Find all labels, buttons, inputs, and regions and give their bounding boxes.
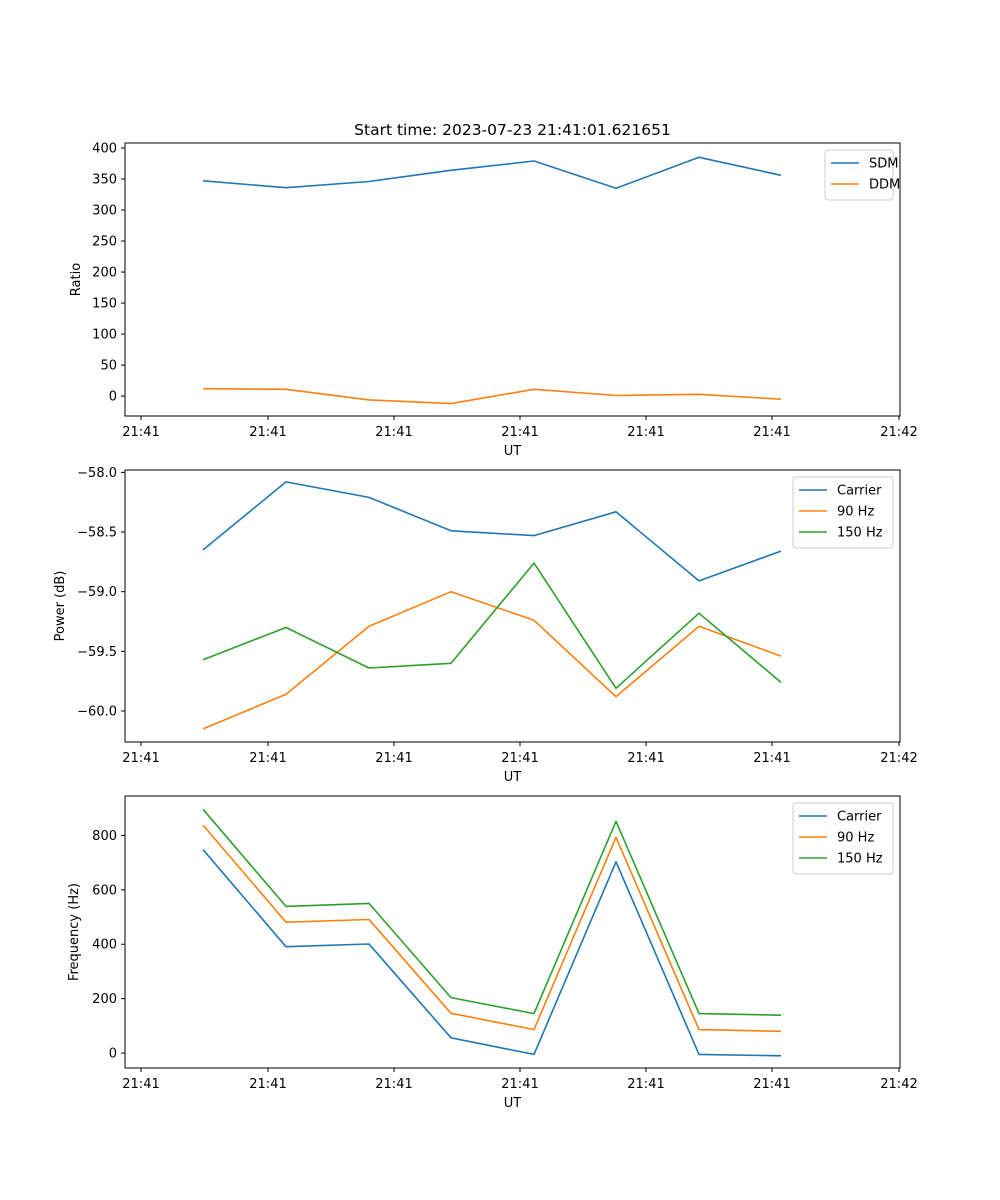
plot-frame [124, 795, 901, 1069]
x-axis-label: UT [504, 770, 522, 785]
series-line-carrier [202, 849, 782, 1057]
y-tick-label: 350 [92, 172, 117, 187]
x-tick-label: 21:41 [501, 1077, 538, 1092]
chart-panel-3: 21:41 21:41 21:41 21:41 21:41 21:41 21:42 UT 0 20… [67, 795, 918, 1111]
y-tick-label: 400 [92, 141, 117, 156]
y-tick-label: 100 [92, 328, 117, 343]
legend-label: 150 Hz [837, 852, 883, 867]
chart-title: Start time: 2023-07-23 21:41:01.621651 [354, 121, 671, 139]
x-tick-label: 21:41 [627, 425, 664, 440]
legend-label: Carrier [837, 810, 882, 825]
legend: SDM DDM [824, 149, 900, 201]
series-line-150-hz [202, 562, 782, 690]
y-axis-label: Ratio [69, 263, 84, 296]
x-tick-label: 21:42 [880, 751, 917, 766]
x-tick-label: 21:41 [375, 751, 412, 766]
legend-label: SDM [869, 157, 898, 172]
series-line-150-hz [202, 808, 782, 1016]
series-line-sdm [202, 156, 782, 190]
x-tick-label: 21:41 [249, 751, 286, 766]
series-line-90-hz [202, 590, 782, 730]
series-line-90-hz [202, 824, 782, 1033]
x-tick-label: 21:41 [753, 425, 790, 440]
x-tick-label: 21:42 [880, 425, 917, 440]
y-tick-label: 50 [100, 359, 117, 374]
legend-box [792, 802, 894, 875]
legend-label: 90 Hz [837, 505, 874, 520]
x-tick-label: 21:41 [249, 1077, 286, 1092]
x-tick-label: 21:41 [375, 425, 412, 440]
x-tick-label: 21:41 [501, 425, 538, 440]
x-tick-label: 21:41 [501, 751, 538, 766]
y-tick-label: 400 [92, 938, 117, 953]
x-tick-label: 21:41 [375, 1077, 412, 1092]
y-tick-label: −58.0 [77, 466, 117, 481]
plot-frame [124, 142, 901, 417]
legend-label: Carrier [837, 484, 882, 499]
legend-box [792, 476, 894, 549]
x-tick-label: 21:41 [122, 751, 159, 766]
legend: Carrier 90 Hz 150 Hz [792, 476, 894, 549]
legend-label: DDM [869, 178, 900, 193]
plot-frame [124, 469, 901, 743]
x-tick-label: 21:41 [122, 425, 159, 440]
y-tick-label: −59.0 [77, 585, 117, 600]
x-tick-label: 21:42 [880, 1077, 917, 1092]
y-tick-label: −59.5 [77, 645, 117, 660]
y-tick-label: 200 [92, 266, 117, 281]
x-tick-label: 21:41 [627, 1077, 664, 1092]
y-tick-label: 800 [92, 829, 117, 844]
y-tick-label: 150 [92, 297, 117, 312]
y-tick-label: −58.5 [77, 526, 117, 541]
series-line-carrier [202, 481, 782, 582]
y-axis-label: Frequency (Hz) [67, 883, 82, 981]
y-tick-label: 600 [92, 883, 117, 898]
legend-label: 90 Hz [837, 831, 874, 846]
x-axis-label: UT [504, 1096, 522, 1111]
x-tick-label: 21:41 [753, 1077, 790, 1092]
legend-label: 150 Hz [837, 526, 883, 541]
legend: Carrier 90 Hz 150 Hz [792, 802, 894, 875]
y-tick-label: 300 [92, 204, 117, 219]
x-tick-label: 21:41 [627, 751, 664, 766]
series-line-ddm [202, 387, 782, 405]
chart-panel-2: 21:41 21:41 21:41 21:41 21:41 21:41 21:42 UT −58… [53, 466, 918, 785]
y-tick-label: 200 [92, 992, 117, 1007]
y-tick-label: 0 [109, 1047, 117, 1062]
y-axis-label: Power (dB) [53, 571, 68, 642]
y-tick-label: −60.0 [77, 704, 117, 719]
x-axis-label: UT [504, 444, 522, 459]
chart-panel-1: Start time: 2023-07-23 21:41:01.621651 21… [69, 121, 918, 459]
x-tick-label: 21:41 [122, 1077, 159, 1092]
x-tick-label: 21:41 [249, 425, 286, 440]
x-tick-label: 21:41 [753, 751, 790, 766]
y-tick-label: 0 [109, 390, 117, 405]
y-tick-label: 250 [92, 235, 117, 250]
